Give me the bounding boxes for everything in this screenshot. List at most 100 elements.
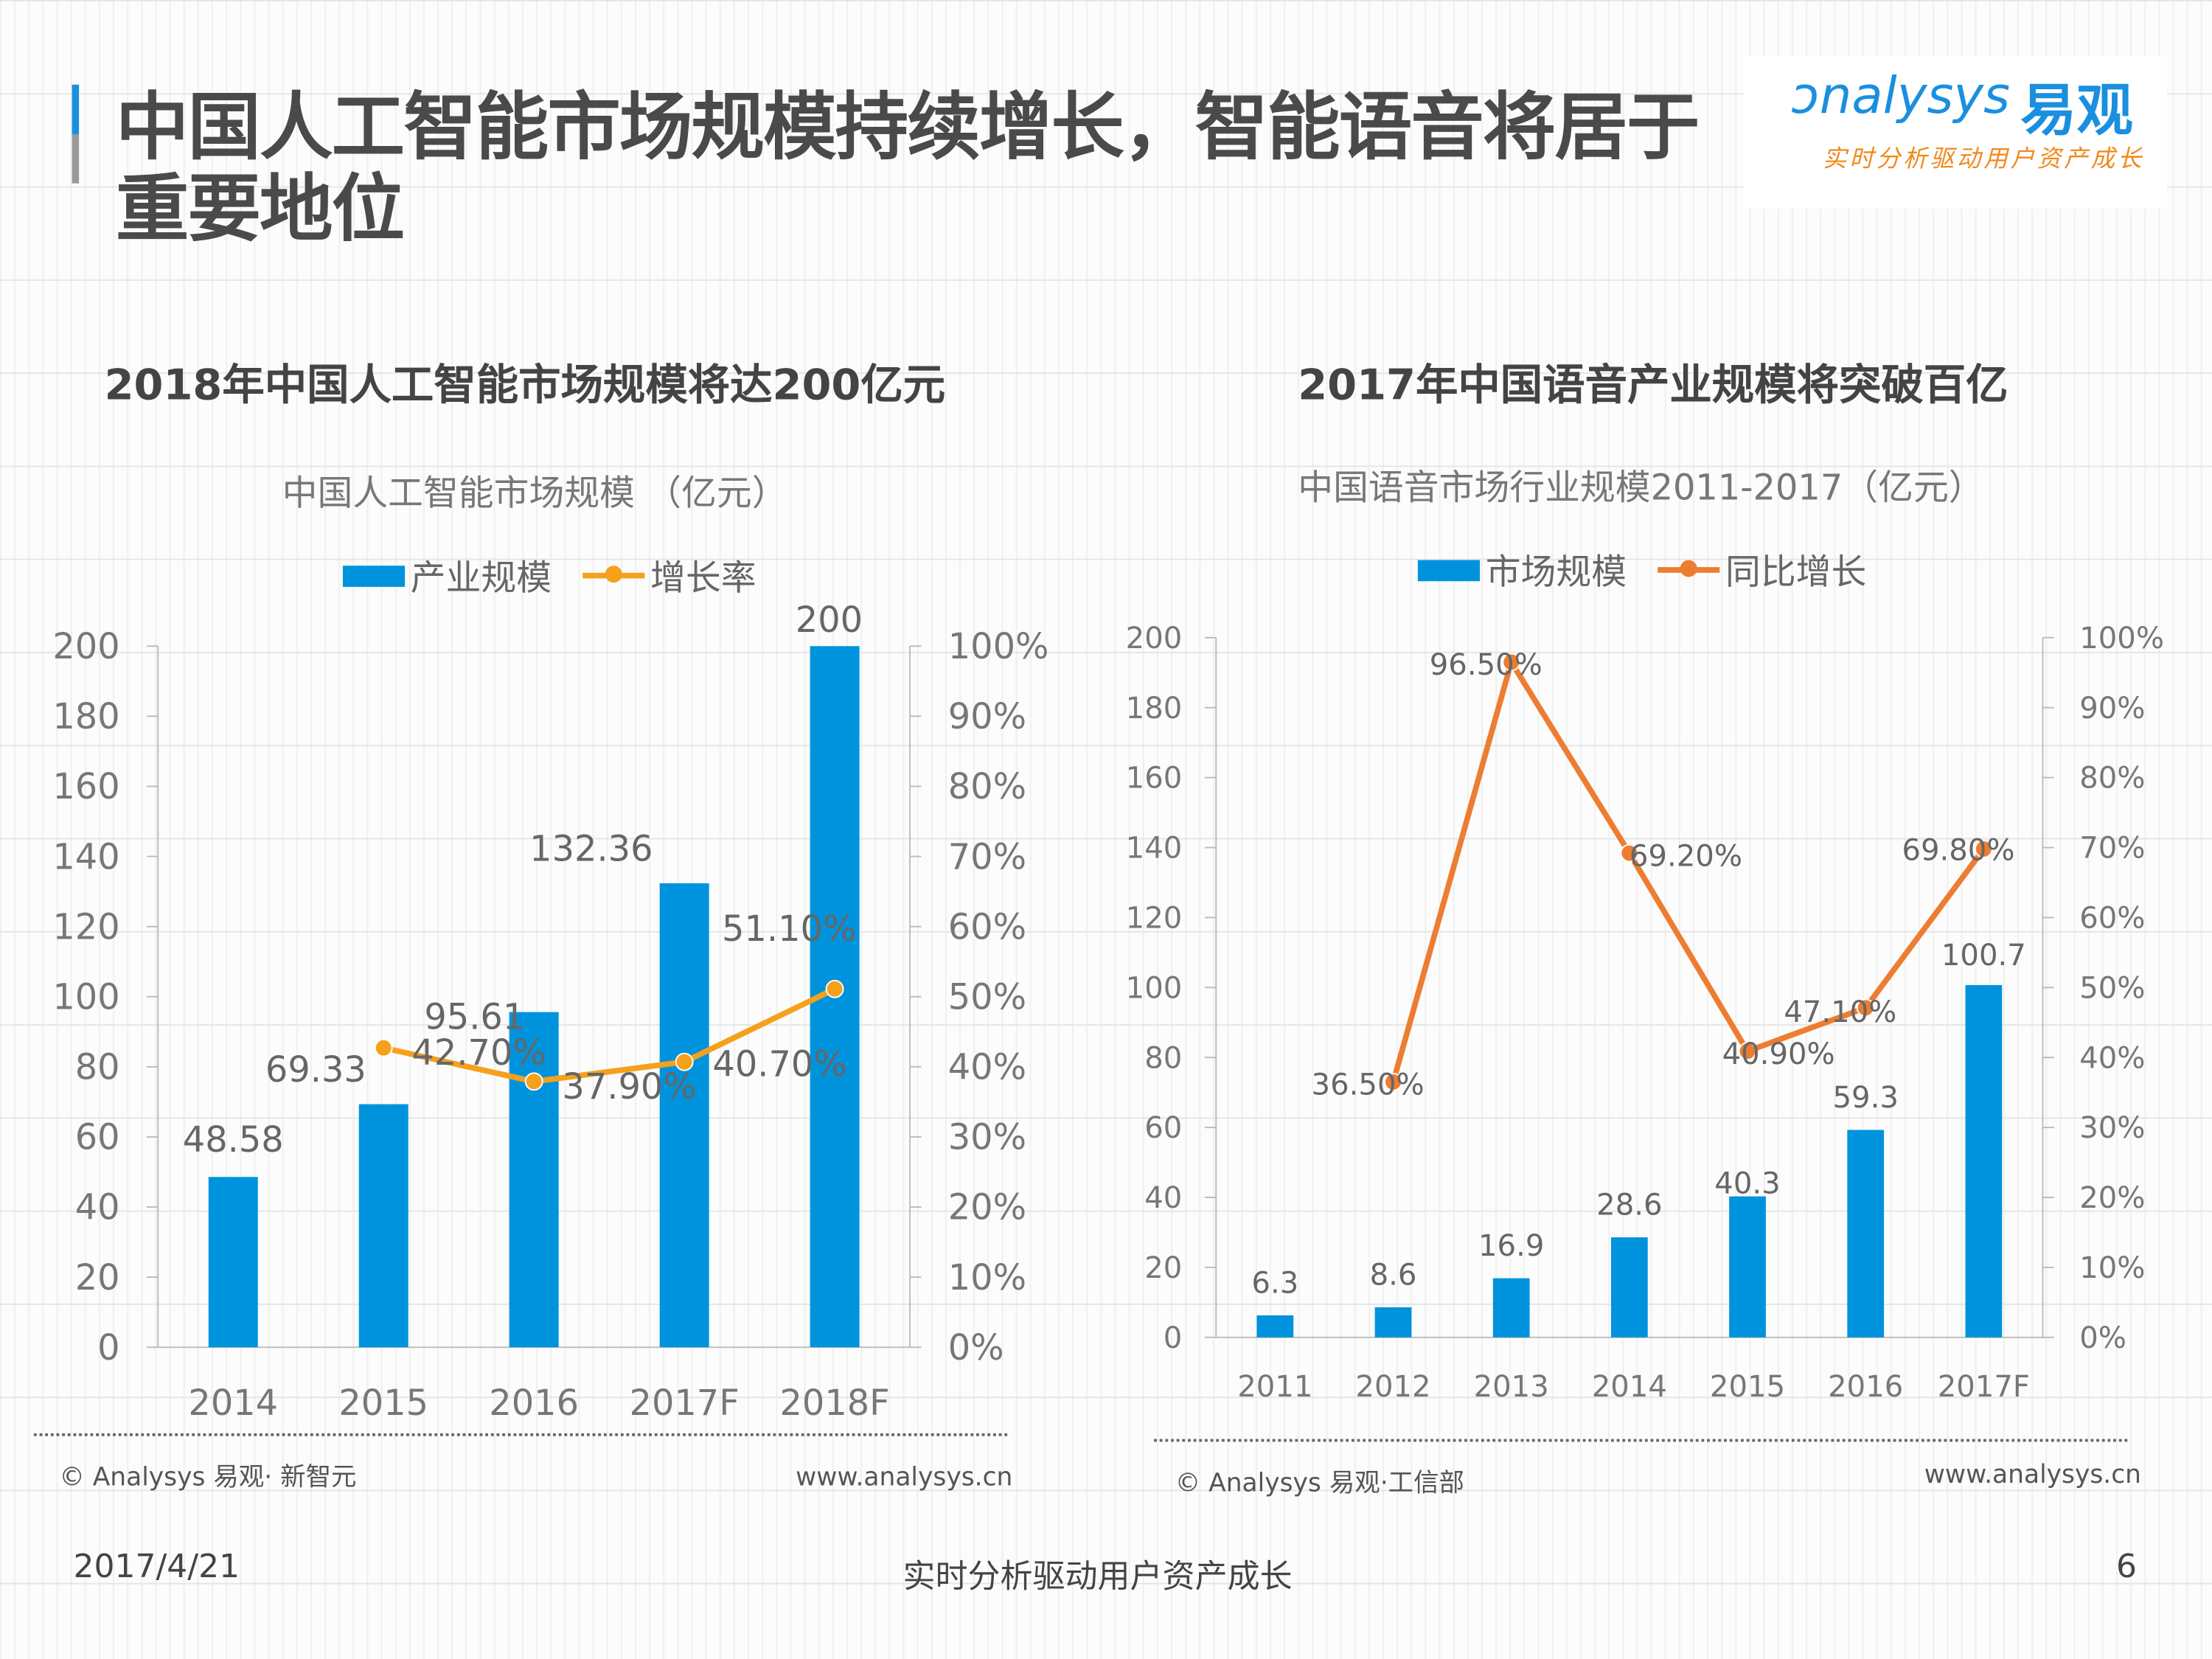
bar-data-label: 48.58 xyxy=(183,1120,284,1161)
y2-tick-label: 10% xyxy=(2079,1251,2145,1285)
growth-data-label: 42.70% xyxy=(411,1033,546,1074)
y-tick-label: 120 xyxy=(1126,901,1183,935)
bar-data-label: 16.9 xyxy=(1478,1229,1544,1263)
x-tick-label: 2014 xyxy=(1592,1370,1667,1404)
y2-tick-label: 60% xyxy=(2079,901,2145,935)
growth-point xyxy=(524,1072,543,1091)
left-source: © Analysys 易观· 新智元 xyxy=(59,1463,357,1493)
y2-tick-label: 80% xyxy=(948,767,1026,807)
y-tick-label: 200 xyxy=(52,627,119,667)
growth-point xyxy=(1856,998,1875,1018)
bar-data-label: 132.36 xyxy=(529,829,653,869)
growth-line xyxy=(1390,655,1986,1083)
bar-data-label: 28.6 xyxy=(1596,1188,1662,1222)
bar xyxy=(1610,1237,1648,1338)
y2-tick-label: 100% xyxy=(948,627,1049,667)
left-url[interactable]: www.analysys.cn xyxy=(796,1463,1013,1493)
right-subtitle: 2017年中国语音产业规模将突破百亿 xyxy=(1298,361,2008,411)
growth-data-label: 47.10% xyxy=(1784,995,1896,1029)
bar-data-label: 8.6 xyxy=(1370,1258,1417,1292)
bar-data-label: 95.61 xyxy=(424,998,525,1038)
y-tick-label: 100 xyxy=(52,977,119,1018)
y2-tick-label: 90% xyxy=(948,697,1026,737)
logo-slogan: 实时分析驱动用户资产成长 xyxy=(1822,145,2145,174)
legend-bar-swatch xyxy=(342,565,406,586)
bar xyxy=(358,1104,408,1348)
right-url[interactable]: www.analysys.cn xyxy=(1924,1460,2142,1490)
y-tick-label: 180 xyxy=(1126,692,1183,726)
bar xyxy=(509,1012,559,1348)
y2-tick-label: 80% xyxy=(2079,762,2145,796)
growth-data-label: 40.70% xyxy=(712,1044,846,1085)
y2-tick-label: 60% xyxy=(948,907,1026,947)
divider xyxy=(1154,1439,2128,1442)
growth-point xyxy=(1974,839,1993,858)
bar-data-label: 69.33 xyxy=(265,1050,366,1091)
legend-label: 市场规模 xyxy=(1485,552,1627,593)
chart1-legend: 产业规模 增长率 xyxy=(342,550,757,601)
bar-data-label: 40.3 xyxy=(1714,1167,1780,1201)
y2-tick-label: 30% xyxy=(2079,1111,2145,1145)
bar xyxy=(1256,1315,1294,1338)
y-tick-label: 0 xyxy=(97,1328,119,1368)
page-title: 中国人工智能市场规模持续增长，智能语音将居于重要地位 xyxy=(115,86,1700,253)
growth-data-label: 37.90% xyxy=(562,1067,696,1107)
y-tick-label: 60 xyxy=(75,1118,120,1158)
x-tick-label: 2018F xyxy=(779,1383,889,1424)
growth-point xyxy=(675,1052,694,1071)
chart1-title: 中国人工智能市场规模 （亿元） xyxy=(282,472,787,514)
bar xyxy=(1492,1278,1530,1338)
x-tick-label: 2017F xyxy=(1938,1370,2030,1404)
growth-data-label: 36.50% xyxy=(1312,1068,1425,1102)
bar-data-label: 100.7 xyxy=(1941,939,2026,973)
x-tick-label: 2012 xyxy=(1355,1370,1430,1404)
y-tick-label: 40 xyxy=(75,1188,120,1228)
page-number: 6 xyxy=(2115,1548,2137,1586)
y2-tick-label: 40% xyxy=(2079,1041,2145,1075)
y2-tick-label: 50% xyxy=(2079,971,2145,1005)
bar xyxy=(208,1177,258,1348)
legend-line-swatch xyxy=(582,566,645,583)
growth-point xyxy=(1620,844,1639,863)
growth-data-label: 40.90% xyxy=(1722,1037,1835,1071)
growth-point xyxy=(1502,653,1521,672)
y-tick-label: 80 xyxy=(1144,1041,1182,1075)
left-subtitle: 2018年中国人工智能市场规模将达200亿元 xyxy=(104,361,946,411)
x-tick-label: 2014 xyxy=(188,1383,278,1424)
bar xyxy=(1847,1130,1885,1338)
y2-tick-label: 70% xyxy=(948,837,1026,877)
logo-text-cn: 易观 xyxy=(2020,79,2133,145)
y-tick-label: 20 xyxy=(1144,1251,1182,1285)
y2-tick-label: 40% xyxy=(948,1048,1026,1088)
legend-bar-swatch xyxy=(1417,559,1481,581)
bar-data-label: 6.3 xyxy=(1251,1266,1298,1300)
y-tick-label: 0 xyxy=(1164,1321,1183,1355)
growth-point xyxy=(374,1038,393,1057)
y2-tick-label: 70% xyxy=(2079,832,2145,866)
x-tick-label: 2015 xyxy=(1710,1370,1785,1404)
y-tick-label: 200 xyxy=(1126,622,1183,655)
growth-data-label: 51.10% xyxy=(722,909,856,950)
chart2-legend: 市场规模 同比增长 xyxy=(1417,545,1867,596)
footer-date: 2017/4/21 xyxy=(73,1548,240,1586)
legend-label: 产业规模 xyxy=(410,557,552,599)
y2-tick-label: 0% xyxy=(2079,1321,2126,1355)
y-tick-label: 160 xyxy=(52,767,119,807)
y2-tick-label: 30% xyxy=(948,1118,1026,1158)
y-tick-label: 80 xyxy=(75,1048,120,1088)
growth-point xyxy=(1738,1042,1757,1061)
x-tick-label: 2016 xyxy=(489,1383,579,1424)
legend-label: 同比增长 xyxy=(1725,552,1867,593)
growth-point xyxy=(825,979,844,998)
y2-tick-label: 20% xyxy=(2079,1181,2145,1215)
y-tick-label: 160 xyxy=(1126,762,1183,796)
x-tick-label: 2017F xyxy=(630,1383,740,1424)
y-tick-label: 40 xyxy=(1144,1181,1182,1215)
x-tick-label: 2015 xyxy=(338,1383,428,1424)
legend-line-swatch xyxy=(1658,560,1720,577)
growth-line xyxy=(383,986,836,1085)
bar xyxy=(1374,1307,1412,1338)
title-accent-bar xyxy=(72,84,80,184)
